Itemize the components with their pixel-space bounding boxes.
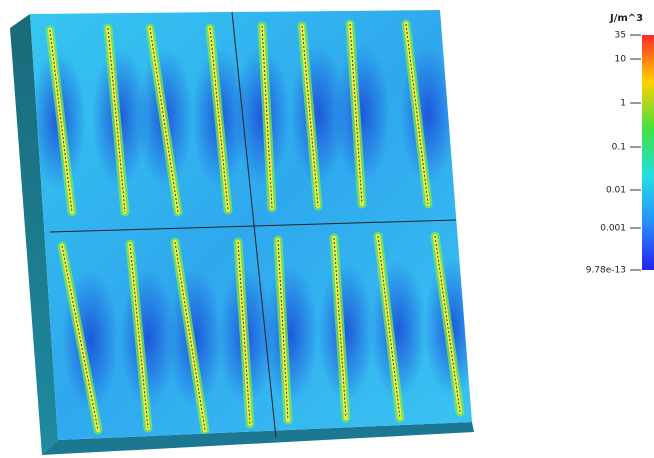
- scene: J/m^3 35 10 1 0.1 0.01 0.001 9.78e-13: [0, 0, 654, 458]
- legend-label: 0.001: [600, 224, 626, 234]
- color-bar: [642, 35, 654, 270]
- legend-label: 10: [615, 55, 627, 65]
- legend-label: 1: [620, 99, 626, 109]
- viewport: J/m^3 35 10 1 0.1 0.01 0.001 9.78e-13: [0, 0, 654, 458]
- legend-label: 35: [615, 31, 626, 41]
- legend-label: 0.01: [606, 186, 626, 196]
- legend-labels: 35 10 1 0.1 0.01 0.001 9.78e-13: [586, 31, 641, 276]
- legend-label: 9.78e-13: [586, 266, 626, 276]
- legend-label: 0.1: [612, 143, 626, 153]
- legend-title: J/m^3: [609, 13, 643, 24]
